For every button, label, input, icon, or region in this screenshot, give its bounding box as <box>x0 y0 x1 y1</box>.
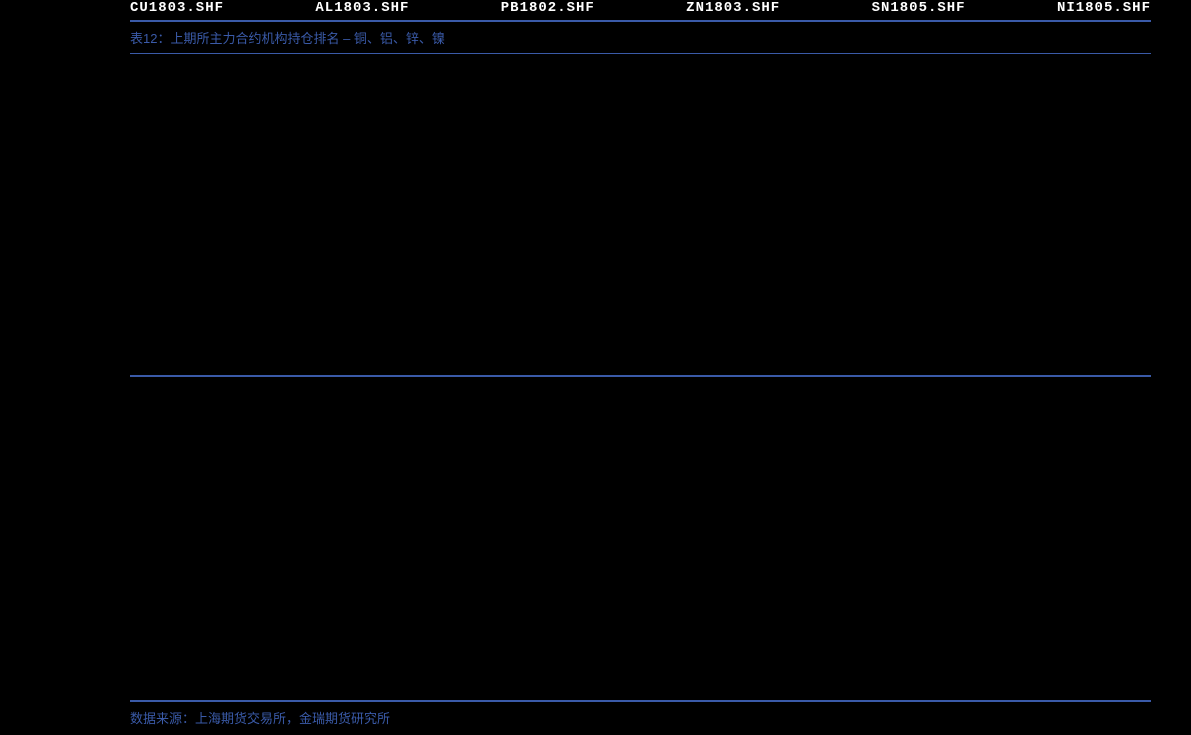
ticker-cu: CU1803.SHF <box>130 0 224 16</box>
page-root: CU1803.SHF AL1803.SHF PB1802.SHF ZN1803.… <box>0 0 1191 735</box>
table-title: 表12：上期所主力合约机构持仓排名 – 铜、铝、锌、镍 <box>130 31 445 46</box>
ticker-zn: ZN1803.SHF <box>686 0 780 16</box>
data-source: 数据来源：上海期货交易所，金瑞期货研究所 <box>130 711 390 726</box>
ticker-ni: NI1805.SHF <box>1057 0 1151 16</box>
ticker-sn: SN1805.SHF <box>872 0 966 16</box>
ticker-row: CU1803.SHF AL1803.SHF PB1802.SHF ZN1803.… <box>130 0 1151 16</box>
table-title-bar: 表12：上期所主力合约机构持仓排名 – 铜、铝、锌、镍 <box>130 20 1151 54</box>
ticker-al: AL1803.SHF <box>315 0 409 16</box>
ticker-pb: PB1802.SHF <box>501 0 595 16</box>
mid-divider <box>130 375 1151 377</box>
footer-bar: 数据来源：上海期货交易所，金瑞期货研究所 <box>130 700 1151 733</box>
